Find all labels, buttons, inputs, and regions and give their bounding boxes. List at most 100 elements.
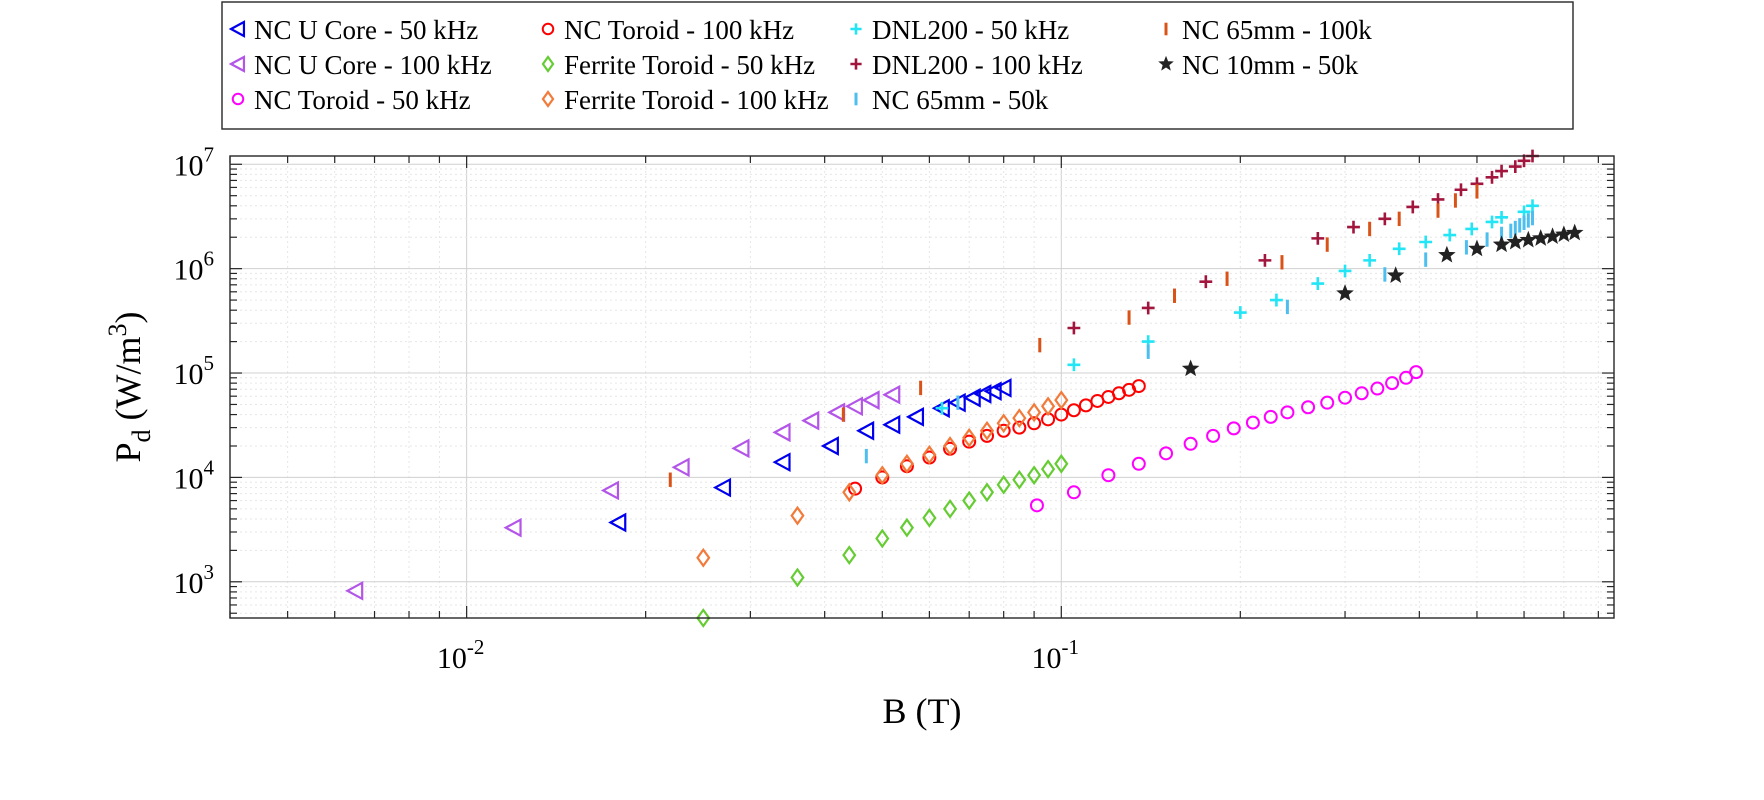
data-point [731,438,750,459]
data-point [1067,358,1081,372]
y-tick-label-exponent: 5 [204,351,215,375]
data-point [1378,212,1392,226]
data-point [1226,421,1241,436]
data-point [1409,365,1424,380]
data-point [1495,164,1508,178]
legend-label: NC 65mm - 50k [872,85,1049,115]
series-2 [1029,365,1424,513]
data-point [979,482,995,503]
y-tick-label-exponent: 6 [204,247,215,271]
legend-item: NC U Core - 100 kHz [228,50,492,80]
y-tick-label-exponent: 7 [204,142,215,166]
legend-item: NC U Core - 50 kHz [228,15,478,45]
data-point [1565,223,1584,241]
data-point [882,414,901,435]
data-point [1454,183,1468,197]
data-point [899,453,915,474]
data-point [942,436,958,456]
legend-label: DNL200 - 100 kHz [872,50,1083,80]
data-point [1040,459,1056,480]
data-point [979,420,995,441]
data-point [1131,379,1146,394]
series-1 [345,384,901,601]
x-tick-labels: 10-2 10-1 [437,635,1079,675]
y-axis-label-close: ) [108,311,148,323]
data-point [1067,321,1081,335]
data-point [1385,376,1400,391]
data-point [1392,242,1406,256]
data-point [1263,409,1278,424]
data-point [1526,199,1539,213]
data-point [1363,253,1377,267]
data-point [696,547,711,568]
data-point [942,498,958,519]
legend-items: NC U Core - 50 kHz NC U Core - 100 kHz NC … [228,15,1372,115]
y-tick-label-base: 10 [174,149,204,182]
series-8 [864,210,1535,464]
legend-marker [541,55,555,73]
legend-marker [850,23,862,35]
data-point [1141,301,1155,315]
series-5 [696,390,1069,568]
y-axis-label-main: P [108,442,148,462]
data-point [1311,231,1325,245]
data-point [1066,403,1081,418]
legend: NC U Core - 50 kHz NC U Core - 100 kHz NC … [221,1,1574,130]
data-point [993,378,1012,398]
data-point [696,608,711,628]
data-point [861,390,880,410]
data-point [608,512,627,533]
data-point [1370,381,1385,396]
data-point [856,420,875,441]
data-point [801,410,820,431]
grid-layer [229,156,1614,618]
data-point [820,436,839,456]
x-tick-label-base: 10 [1032,642,1062,675]
data-point [1012,408,1027,428]
legend-label: NC U Core - 100 kHz [254,50,492,80]
y-tick-label-base: 10 [174,254,204,287]
legend-label: DNL200 - 50 kHz [872,15,1069,45]
series-6 [935,199,1539,415]
data-point [1199,275,1213,289]
data-point [962,490,977,511]
legend-marker [1158,55,1174,71]
data-point [1465,222,1479,236]
legend-item: NC 65mm - 50k [854,85,1049,115]
y-tick-label-base: 10 [174,358,204,391]
y-tick-label: 105 [174,351,215,391]
data-point [1101,468,1116,483]
marks-layer [345,149,1584,628]
legend-label: NC Toroid - 50 kHz [254,85,471,115]
data-point [848,481,863,496]
data-point [1419,235,1433,249]
legend-item: NC 65mm - 100k [1164,15,1372,45]
data-point [962,427,977,448]
data-point [790,505,805,526]
y-axis-label-units: (W/m [108,336,148,429]
data-point [1026,465,1042,486]
data-point [345,580,364,601]
y-tick-label: 103 [174,560,215,600]
y-tick-label-base: 10 [174,462,204,495]
data-point [1012,469,1027,490]
data-point [935,401,949,415]
y-tick-label-exponent: 3 [204,560,215,584]
series-4 [696,453,1069,628]
data-point [772,422,791,443]
y-axis-label-subscript: d [127,429,156,442]
data-point [962,387,981,408]
data-point [1027,416,1042,431]
x-tick-label-exponent: -2 [467,635,485,659]
data-point [905,407,925,427]
data-point [922,507,937,528]
data-point [1386,266,1405,283]
data-point [1354,386,1369,401]
legend-label: Ferrite Toroid - 100 kHz [564,85,829,115]
data-point [600,480,620,501]
data-point [1468,239,1486,257]
data-point [1181,359,1200,377]
y-axis-label: Pd (W/m3) [103,311,156,462]
